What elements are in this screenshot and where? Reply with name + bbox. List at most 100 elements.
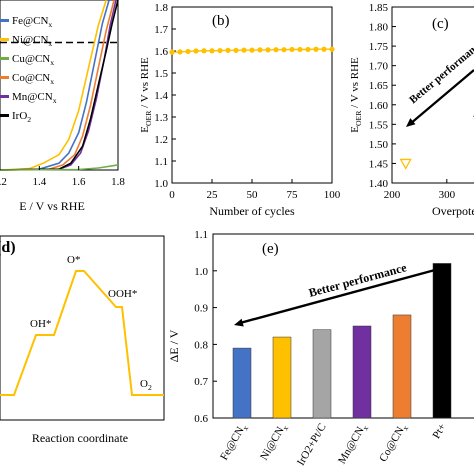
panel-c-frame: [391, 6, 474, 184]
panel-e-bar: [232, 347, 252, 419]
panel-e-bar: [312, 329, 332, 419]
panel-b-label: (b): [212, 13, 230, 29]
panel-e-category-label: IrO2+Pt/C: [295, 422, 329, 468]
panel-b-xtick-label: 100: [324, 189, 341, 201]
panel-e-label: (e): [262, 241, 279, 257]
panel-b-ylabel: EOER / V vs RHE: [139, 57, 153, 133]
panel-d-frame: [0, 235, 165, 421]
panel-b-point: [273, 47, 279, 53]
panel-a-series-Fe: [0, 0, 110, 171]
panel-c: 1.40 1.45 1.50 1.55 1.60 1.65 1.70 1.75 1.80 1.85…: [349, 2, 474, 218]
panel-a-legend-label-Co: Co@CNx: [12, 72, 54, 86]
panel-e-ytick-label: 1.1: [194, 229, 208, 241]
panel-e-category-label: Pt+: [431, 422, 449, 441]
panel-c-ytick-label: 1.65: [369, 80, 389, 92]
panel-a-legend-swatch-Mn: [0, 95, 9, 98]
panel-e-category-label: Fe@CNx: [218, 421, 250, 463]
panel-a-xtick-label: 1.2: [0, 176, 7, 188]
panel-b-point: [233, 47, 239, 53]
panel-e-category-label: Ni@CNx: [258, 421, 290, 463]
panel-c-arrow: [409, 69, 474, 125]
panel-c-ytick-label: 1.70: [369, 61, 389, 73]
panel-a-series-Co: [0, 0, 115, 171]
panel-b-ytick-label: 1.1: [154, 156, 168, 168]
panel-b-point: [305, 46, 311, 53]
panel-b-ytick-label: 1.5: [154, 68, 168, 80]
panel-b-point: [201, 48, 207, 54]
panel-a-xlabel: E / V vs RHE: [19, 199, 85, 213]
panel-a-xtick-label: 1.8: [111, 176, 125, 188]
panel-e-ytick-label: 1.0: [194, 266, 208, 278]
panel-c-arrowhead: [406, 118, 416, 127]
panel-a-legend-label-IrO2: IrO2: [12, 110, 31, 124]
panel-e-ytick-label: 0.7: [194, 376, 208, 388]
panel-c-ytick-label: 1.60: [369, 100, 389, 112]
panel-a-legend-swatch-Co: [0, 76, 9, 79]
panel-b-point: [209, 48, 215, 54]
panel-a-legend-swatch-IrO2: [0, 114, 9, 117]
panel-e-ylabel: ΔE / V: [167, 329, 181, 362]
panel-e-ytick-label: 0.9: [194, 303, 208, 315]
panel-c-ytick-label: 1.85: [369, 2, 389, 14]
panel-d-step-label: O2: [140, 378, 152, 392]
panel-c-ytick-label: 1.75: [369, 41, 389, 53]
panel-a-legend-label-Fe: Fe@CNx: [12, 15, 52, 29]
panel-a-series-IrO2: [0, 0, 119, 171]
panel-b-point: [257, 47, 263, 53]
panel-b-point: [289, 46, 295, 53]
panel-d-step-label: O*: [67, 254, 80, 266]
panel-a-series-Ni: [0, 0, 107, 171]
panel-e-annotation: Better performance: [307, 260, 409, 300]
panel-b-ytick-label: 1.2: [154, 134, 168, 146]
panel-e-bar: [272, 336, 292, 419]
panel-b-ytick-label: 1.8: [154, 2, 168, 14]
panel-a-legend-swatch-Fe: [0, 19, 9, 22]
panel-d: (d) Reaction coordinate OH* O* OOH* O2: [0, 235, 165, 445]
panel-a-legend-label-Ni: Ni@CNx: [12, 34, 52, 48]
panel-b-point: [313, 46, 319, 52]
panel-e-category-label: Mn@CNx: [336, 421, 370, 467]
panel-d-step-label: OOH*: [108, 288, 137, 300]
panel-b-xtick-label: 0: [169, 189, 175, 201]
panel-b-point: [185, 48, 191, 55]
panel-c-ytick-label: 1.55: [369, 119, 389, 131]
panel-a-xtick-label: 1.4: [32, 176, 46, 188]
panel-e-bar: [432, 263, 452, 419]
panel-a-xtick-label: 1.6: [72, 176, 86, 188]
panel-c-xlabel: Overpotent: [432, 204, 474, 218]
panel-e-bar: [352, 325, 372, 419]
panel-e-arrow: [239, 268, 436, 325]
panel-b-point: [321, 46, 327, 52]
panel-e-frame: [212, 233, 474, 419]
panel-b-point: [193, 48, 199, 54]
panel-b-point: [169, 49, 175, 55]
panel-b-xtick-label: 75: [287, 189, 299, 201]
panel-b-point: [217, 47, 223, 54]
panel-c-ytick-label: 1.80: [369, 22, 389, 34]
panel-b-point: [177, 49, 183, 55]
panel-e-arrowhead: [234, 318, 244, 327]
panel-e-ytick-label: 0.6: [194, 413, 208, 425]
panel-b-point: [281, 47, 287, 53]
panel-b-xtick-label: 50: [247, 189, 259, 201]
panel-a: 1.2 1.4 1.6 1.8 E / V vs RHE Fe@CNx Ni@CNx Cu@C…: [0, 0, 125, 213]
panel-b: 1.0 1.1 1.2 1.3 1.4 1.5 1.6 1.7 1.8 0 25 50 75 100 Num…: [139, 2, 341, 218]
panel-a-legend-swatch-Cu: [0, 57, 9, 60]
panel-e: 0.6 0.7 0.8 0.9 1.0 1.1 ΔE / V (e) Fe@CNx Ni@CNx I…: [167, 229, 474, 468]
panel-e-ytick-label: 0.8: [194, 339, 208, 351]
panel-b-point: [329, 46, 335, 52]
panel-e-bar: [392, 314, 412, 419]
panel-b-point: [265, 47, 271, 53]
panel-b-ytick-label: 1.4: [154, 90, 168, 102]
panel-b-ytick-label: 1.6: [154, 46, 168, 58]
panel-b-point: [297, 46, 303, 53]
panel-b-xtick-label: 25: [207, 189, 219, 201]
panel-a-legend-swatch-Ni: [0, 38, 9, 41]
panel-b-ytick-label: 1.3: [154, 112, 168, 124]
panel-b-ytick-label: 1.0: [154, 178, 168, 190]
panel-c-point: [399, 158, 412, 170]
panel-c-xtick-label: 200: [384, 189, 401, 201]
panel-c-xtick-label: 300: [439, 189, 456, 201]
panel-b-point: [241, 47, 247, 53]
